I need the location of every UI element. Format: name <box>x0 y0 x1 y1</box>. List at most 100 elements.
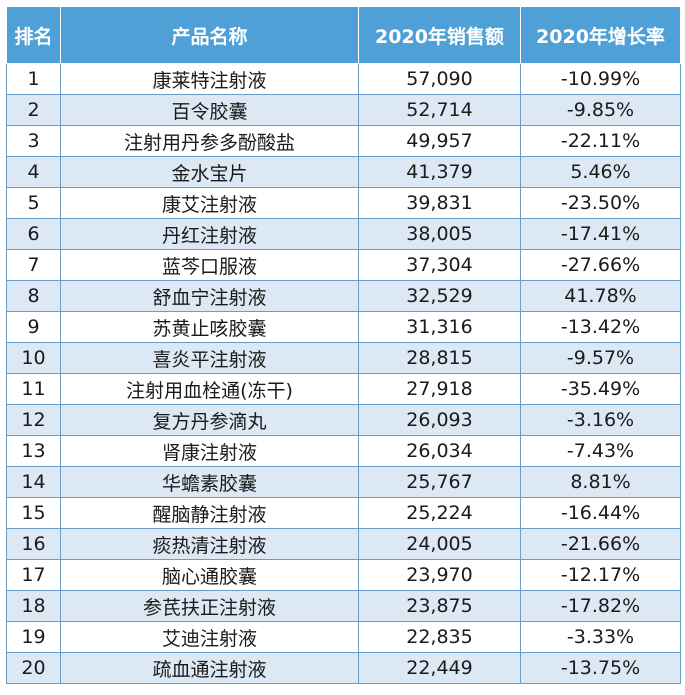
cell-rank: 8 <box>6 280 61 312</box>
cell-rank: 19 <box>6 621 61 653</box>
header-growth-2020: 2020年增长率 <box>520 6 681 64</box>
table-row: 10 喜炎平注射液 28,815 -9.57% <box>6 342 681 374</box>
cell-sales: 52,714 <box>358 94 521 126</box>
cell-growth: 8.81% <box>520 466 681 498</box>
header-product-name: 产品名称 <box>60 6 359 64</box>
cell-product-name: 肾康注射液 <box>60 435 359 467</box>
cell-growth: -27.66% <box>520 249 681 281</box>
cell-rank: 12 <box>6 404 61 436</box>
table-row: 19 艾迪注射液 22,835 -3.33% <box>6 621 681 653</box>
cell-sales: 23,970 <box>358 559 521 591</box>
cell-rank: 13 <box>6 435 61 467</box>
cell-product-name: 注射用血栓通(冻干) <box>60 373 359 405</box>
cell-growth: -16.44% <box>520 497 681 529</box>
table-row: 7 蓝芩口服液 37,304 -27.66% <box>6 249 681 281</box>
cell-rank: 14 <box>6 466 61 498</box>
cell-sales: 31,316 <box>358 311 521 343</box>
cell-product-name: 复方丹参滴丸 <box>60 404 359 436</box>
cell-growth: -9.85% <box>520 94 681 126</box>
cell-sales: 22,449 <box>358 652 521 684</box>
cell-rank: 18 <box>6 590 61 622</box>
cell-product-name: 喜炎平注射液 <box>60 342 359 374</box>
table-row: 12 复方丹参滴丸 26,093 -3.16% <box>6 404 681 436</box>
ranking-table-container: 排名 产品名称 2020年销售额 2020年增长率 1 康莱特注射液 57,090-… <box>6 6 681 684</box>
cell-product-name: 丹红注射液 <box>60 218 359 250</box>
cell-growth: -12.17% <box>520 559 681 591</box>
cell-product-name: 蓝芩口服液 <box>60 249 359 281</box>
table-row: 11 注射用血栓通(冻干) 27,918 -35.49% <box>6 373 681 405</box>
cell-product-name: 疏血通注射液 <box>60 652 359 684</box>
cell-rank: 4 <box>6 156 61 188</box>
cell-sales: 28,815 <box>358 342 521 374</box>
cell-sales: 25,767 <box>358 466 521 498</box>
cell-rank: 5 <box>6 187 61 219</box>
cell-rank: 1 <box>6 63 61 95</box>
cell-product-name: 舒血宁注射液 <box>60 280 359 312</box>
table-row: 14 华蟾素胶囊 25,767 8.81% <box>6 466 681 498</box>
header-rank: 排名 <box>6 6 61 64</box>
cell-product-name: 醒脑静注射液 <box>60 497 359 529</box>
cell-rank: 16 <box>6 528 61 560</box>
ranking-table: 排名 产品名称 2020年销售额 2020年增长率 1 康莱特注射液 57,090-… <box>6 6 681 684</box>
cell-product-name: 痰热清注射液 <box>60 528 359 560</box>
cell-sales: 22,835 <box>358 621 521 653</box>
cell-rank: 20 <box>6 652 61 684</box>
cell-sales: 38,005 <box>358 218 521 250</box>
cell-growth: -22.11% <box>520 125 681 157</box>
table-row: 8 舒血宁注射液 32,529 41.78% <box>6 280 681 312</box>
cell-growth: -9.57% <box>520 342 681 374</box>
cell-product-name: 康艾注射液 <box>60 187 359 219</box>
cell-product-name: 参芪扶正注射液 <box>60 590 359 622</box>
cell-sales: 39,831 <box>358 187 521 219</box>
header-sales-2020: 2020年销售额 <box>358 6 521 64</box>
cell-growth: -17.41% <box>520 218 681 250</box>
cell-rank: 6 <box>6 218 61 250</box>
cell-growth: 5.46% <box>520 156 681 188</box>
cell-growth: -13.75% <box>520 652 681 684</box>
table-row: 18 参芪扶正注射液 23,875 -17.82% <box>6 590 681 622</box>
table-row: 9 苏黄止咳胶囊 31,316 -13.42% <box>6 311 681 343</box>
cell-rank: 11 <box>6 373 61 405</box>
cell-sales: 57,090 <box>358 63 521 95</box>
cell-sales: 24,005 <box>358 528 521 560</box>
cell-product-name: 脑心通胶囊 <box>60 559 359 591</box>
cell-growth: -23.50% <box>520 187 681 219</box>
cell-rank: 2 <box>6 94 61 126</box>
cell-growth: -13.42% <box>520 311 681 343</box>
cell-growth: -3.33% <box>520 621 681 653</box>
cell-sales: 41,379 <box>358 156 521 188</box>
table-row: 2 百令胶囊 52,714 -9.85% <box>6 94 681 126</box>
cell-growth: -3.16% <box>520 404 681 436</box>
cell-product-name: 百令胶囊 <box>60 94 359 126</box>
table-row: 15 醒脑静注射液 25,224 -16.44% <box>6 497 681 529</box>
cell-rank: 15 <box>6 497 61 529</box>
table-row: 16 痰热清注射液 24,005 -21.66% <box>6 528 681 560</box>
table-row: 3 注射用丹参多酚酸盐 49,957 -22.11% <box>6 125 681 157</box>
cell-sales: 37,304 <box>358 249 521 281</box>
cell-product-name: 苏黄止咳胶囊 <box>60 311 359 343</box>
cell-sales: 25,224 <box>358 497 521 529</box>
table-row: 13 肾康注射液 26,034 -7.43% <box>6 435 681 467</box>
cell-growth: -17.82% <box>520 590 681 622</box>
header-row: 排名 产品名称 2020年销售额 2020年增长率 <box>6 6 681 64</box>
cell-product-name: 艾迪注射液 <box>60 621 359 653</box>
table-row: 17 脑心通胶囊 23,970 -12.17% <box>6 559 681 591</box>
cell-product-name: 康莱特注射液 <box>60 63 359 95</box>
cell-growth: 41.78% <box>520 280 681 312</box>
table-row: 4 金水宝片 41,379 5.46% <box>6 156 681 188</box>
cell-rank: 10 <box>6 342 61 374</box>
cell-rank: 3 <box>6 125 61 157</box>
cell-growth: -35.49% <box>520 373 681 405</box>
cell-rank: 7 <box>6 249 61 281</box>
cell-rank: 17 <box>6 559 61 591</box>
cell-growth: -7.43% <box>520 435 681 467</box>
cell-sales: 49,957 <box>358 125 521 157</box>
cell-product-name: 注射用丹参多酚酸盐 <box>60 125 359 157</box>
table-row: 1 康莱特注射液 57,090 -10.99% <box>6 63 681 95</box>
cell-rank: 9 <box>6 311 61 343</box>
cell-sales: 27,918 <box>358 373 521 405</box>
table-row: 5 康艾注射液 39,831 -23.50% <box>6 187 681 219</box>
cell-product-name: 金水宝片 <box>60 156 359 188</box>
table-row: 20 疏血通注射液 22,449 -13.75% <box>6 652 681 684</box>
table-row: 6 丹红注射液 38,005 -17.41% <box>6 218 681 250</box>
